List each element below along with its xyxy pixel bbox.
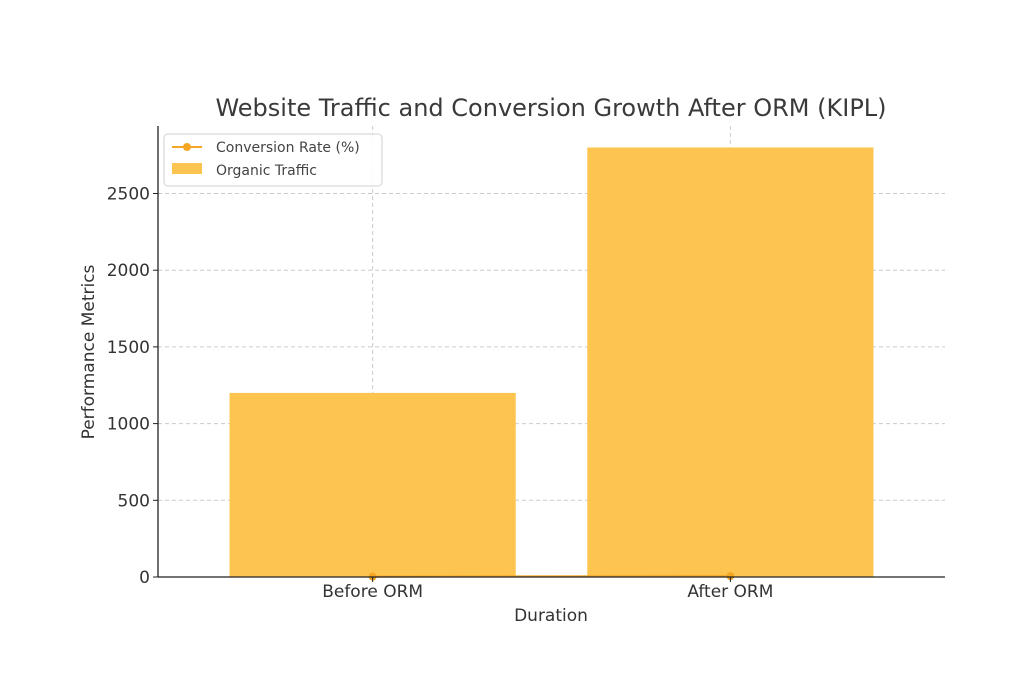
y-tick-label: 500 — [118, 491, 150, 511]
legend-line-marker — [183, 143, 191, 151]
y-tick-label: 2000 — [107, 261, 150, 281]
y-axis-label: Performance Metrics — [79, 264, 99, 439]
x-axis-label: Duration — [514, 606, 588, 626]
legend-bar-swatch — [172, 163, 202, 174]
y-ticks: 0 500 1000 1500 2000 2500 — [107, 184, 158, 588]
legend-box — [163, 133, 383, 187]
y-tick-label: 1000 — [107, 415, 150, 435]
conversion-point — [726, 572, 735, 581]
y-tick-label: 0 — [139, 568, 150, 588]
bar — [229, 392, 516, 577]
bars — [229, 147, 874, 577]
legend-label-bar: Organic Traffic — [216, 163, 317, 179]
legend: Conversion Rate (%) Organic Traffic — [163, 133, 383, 187]
x-tick-label: After ORM — [687, 582, 773, 602]
bar — [587, 147, 874, 577]
x-tick-label: Before ORM — [322, 582, 423, 602]
legend-item-bar: Organic Traffic — [172, 163, 317, 179]
chart-title: Website Traffic and Conversion Growth Af… — [215, 94, 886, 122]
axes — [157, 126, 945, 578]
legend-label-line: Conversion Rate (%) — [216, 140, 360, 156]
y-tick-label: 1500 — [107, 338, 150, 358]
x-ticks: Before ORM After ORM — [322, 577, 773, 602]
legend-item-line: Conversion Rate (%) — [172, 140, 360, 156]
y-tick-label: 2500 — [107, 184, 150, 204]
